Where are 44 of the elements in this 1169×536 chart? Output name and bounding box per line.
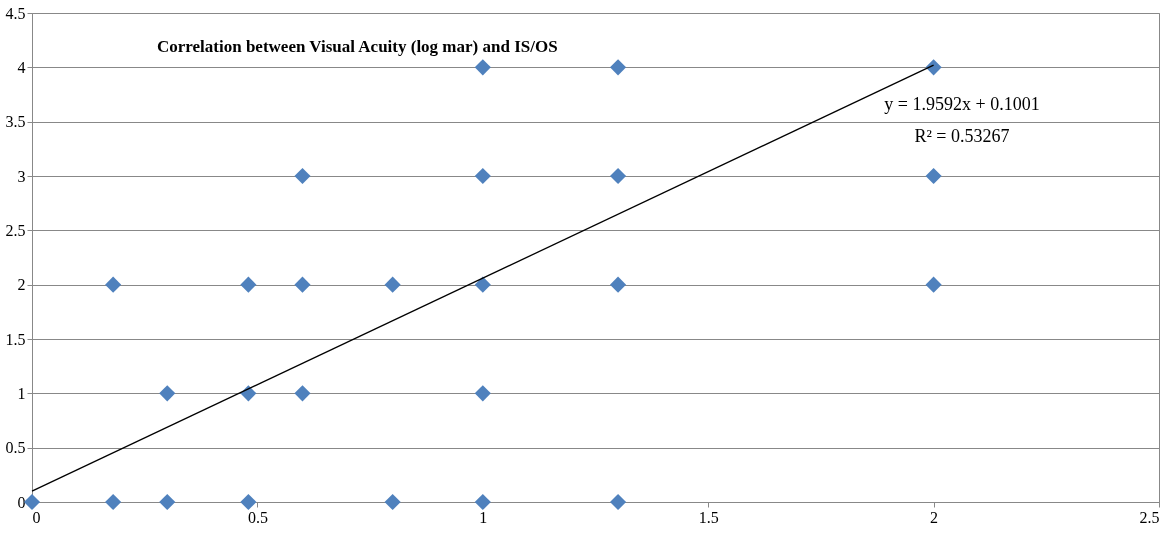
point — [474, 167, 491, 185]
point — [925, 59, 942, 76]
x-tick-label: 0.5 — [247, 508, 268, 526]
y-tick-label: 1 — [17, 384, 26, 402]
point — [240, 493, 257, 511]
point — [294, 276, 311, 293]
y-tick-label: 2.5 — [5, 221, 26, 239]
y-tick-label: 3 — [17, 167, 26, 185]
point — [240, 385, 257, 402]
point — [474, 59, 491, 76]
point — [474, 493, 491, 511]
y-tick-label: 2 — [17, 276, 26, 294]
y-tick-label: 4.5 — [5, 4, 26, 22]
point — [294, 167, 311, 185]
point — [105, 493, 122, 511]
y-tick-label: 0 — [17, 493, 26, 511]
point — [384, 493, 401, 511]
point — [474, 276, 491, 293]
point — [925, 167, 942, 185]
annotation: R² = 0.53267 — [914, 126, 1010, 146]
point — [609, 59, 627, 76]
point — [159, 385, 176, 402]
point — [609, 167, 627, 185]
x-tick-label: 1.5 — [698, 508, 719, 526]
point — [609, 493, 627, 511]
point — [384, 276, 401, 293]
x-tick-label: 1 — [479, 508, 488, 526]
point — [925, 276, 942, 293]
point — [240, 276, 257, 293]
y-tick-label: 1.5 — [5, 330, 26, 348]
x-tick-label: 2 — [930, 508, 939, 526]
point — [294, 385, 311, 402]
point — [609, 276, 627, 293]
text: Correlation between Visual Acuity (log mar) and IS/OS — [157, 37, 558, 56]
point — [474, 385, 491, 402]
y-tick-label: 4 — [17, 58, 26, 76]
point — [159, 493, 176, 511]
point — [23, 493, 41, 511]
annotation: y = 1.9592x + 0.1001 — [884, 94, 1040, 114]
y-tick-label: 3.5 — [5, 113, 26, 131]
y-tick-label: 0.5 — [5, 439, 26, 457]
x-tick-label: 2.5 — [1139, 508, 1160, 526]
point — [105, 276, 122, 293]
x-tick-label: 0 — [32, 508, 41, 526]
